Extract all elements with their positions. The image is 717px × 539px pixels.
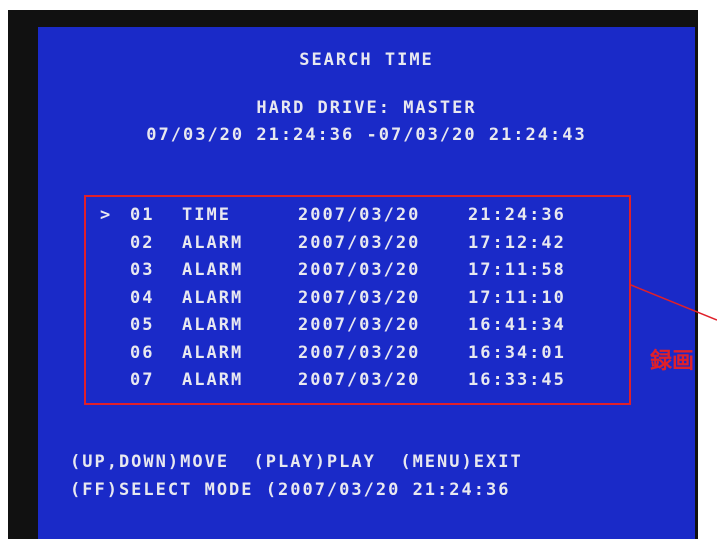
row-type[interactable]: ALARM [182,370,243,390]
row-number[interactable]: 04 [130,288,154,308]
row-type[interactable]: TIME [182,205,231,225]
row-date[interactable]: 2007/03/20 [298,288,420,308]
row-type[interactable]: ALARM [182,343,243,363]
row-time[interactable]: 16:34:01 [468,343,566,363]
row-time[interactable]: 17:11:58 [468,260,566,280]
row-date[interactable]: 2007/03/20 [298,260,420,280]
row-number[interactable]: 05 [130,315,154,335]
row-time[interactable]: 16:33:45 [468,370,566,390]
footer-line: (FF)SELECT MODE (2007/03/20 21:24:36 [70,480,510,500]
row-time[interactable]: 21:24:36 [468,205,566,225]
selection-marker: > [100,205,112,225]
row-type[interactable]: ALARM [182,260,243,280]
row-date[interactable]: 2007/03/20 [298,205,420,225]
row-type[interactable]: ALARM [182,233,243,253]
annotation: 録画 [650,343,694,375]
row-date[interactable]: 2007/03/20 [298,343,420,363]
dvr-screen: SEARCH TIME HARD DRIVE: MASTER 07/03/20 … [0,0,717,539]
row-time[interactable]: 17:11:10 [468,288,566,308]
row-time[interactable]: 17:12:42 [468,233,566,253]
row-number[interactable]: 06 [130,343,154,363]
row-time[interactable]: 16:41:34 [468,315,566,335]
row-date[interactable]: 2007/03/20 [298,315,420,335]
row-type[interactable]: ALARM [182,315,243,335]
row-date[interactable]: 2007/03/20 [298,370,420,390]
row-number[interactable]: 03 [130,260,154,280]
row-number[interactable]: 07 [130,370,154,390]
row-date[interactable]: 2007/03/20 [298,233,420,253]
row-type[interactable]: ALARM [182,288,243,308]
row-number[interactable]: 02 [130,233,154,253]
footer-line: (UP,DOWN)MOVE (PLAY)PLAY (MENU)EXIT [70,452,523,472]
row-number[interactable]: 01 [130,205,154,225]
